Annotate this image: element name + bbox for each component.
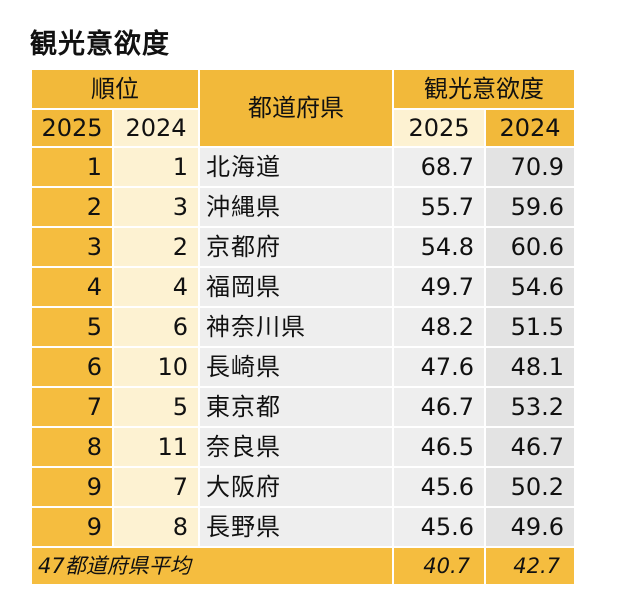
score-2025-header: 2025 [392,108,486,148]
rank-2024-cell: 1 [112,146,200,188]
rank-2024-cell: 5 [112,386,200,428]
score-2025-cell: 47.6 [392,346,486,388]
score-header: 観光意欲度 [392,68,576,110]
score-2024-cell: 46.7 [484,426,576,468]
prefecture-cell: 沖縄県 [198,186,394,228]
average-score-2025: 40.7 [392,546,486,586]
rank-2024-cell: 8 [112,506,200,548]
prefecture-header: 都道府県 [198,68,394,148]
prefecture-cell: 大阪府 [198,466,394,508]
prefecture-cell: 福岡県 [198,266,394,308]
rank-2024-cell: 7 [112,466,200,508]
table-row: 9 8 長野県 45.6 49.6 [30,506,576,548]
table-row: 6 10 長崎県 47.6 48.1 [30,346,576,388]
rank-2024-header: 2024 [112,108,200,148]
average-row: 47都道府県平均 40.7 42.7 [30,546,576,586]
table-row: 5 6 神奈川県 48.2 51.5 [30,306,576,348]
prefecture-cell: 長野県 [198,506,394,548]
score-2024-cell: 50.2 [484,466,576,508]
prefecture-cell: 東京都 [198,386,394,428]
rank-2025-cell: 9 [30,506,114,548]
table-row: 2 3 沖縄県 55.7 59.6 [30,186,576,228]
rank-2025-header: 2025 [30,108,114,148]
table-row: 4 4 福岡県 49.7 54.6 [30,266,576,308]
score-2024-cell: 51.5 [484,306,576,348]
rank-2025-cell: 1 [30,146,114,188]
page-title: 観光意欲度 [30,29,170,60]
score-2024-cell: 70.9 [484,146,576,188]
score-2024-cell: 60.6 [484,226,576,268]
score-2025-cell: 48.2 [392,306,486,348]
prefecture-cell: 北海道 [198,146,394,188]
rank-2024-cell: 11 [112,426,200,468]
rank-header: 順位 [30,68,200,110]
score-2025-cell: 55.7 [392,186,486,228]
rank-2025-cell: 7 [30,386,114,428]
table-row: 7 5 東京都 46.7 53.2 [30,386,576,428]
average-label: 47都道府県平均 [30,546,394,586]
score-2025-cell: 46.7 [392,386,486,428]
score-2024-cell: 48.1 [484,346,576,388]
rank-2025-cell: 3 [30,226,114,268]
table-row: 3 2 京都府 54.8 60.6 [30,226,576,268]
rank-2024-cell: 3 [112,186,200,228]
score-2024-cell: 59.6 [484,186,576,228]
ranking-table: 順位 都道府県 観光意欲度 2025 2024 2025 2024 1 1 北海道 6… [30,68,576,586]
average-score-2024: 42.7 [484,546,576,586]
rank-2024-cell: 4 [112,266,200,308]
score-2025-cell: 68.7 [392,146,486,188]
prefecture-cell: 京都府 [198,226,394,268]
score-2024-cell: 49.6 [484,506,576,548]
rank-2024-cell: 2 [112,226,200,268]
score-2024-cell: 53.2 [484,386,576,428]
rank-2025-cell: 9 [30,466,114,508]
score-2024-header: 2024 [484,108,576,148]
rank-2025-cell: 6 [30,346,114,388]
table-row: 1 1 北海道 68.7 70.9 [30,146,576,188]
table-row: 9 7 大阪府 45.6 50.2 [30,466,576,508]
prefecture-cell: 長崎県 [198,346,394,388]
rank-2024-cell: 6 [112,306,200,348]
score-2025-cell: 49.7 [392,266,486,308]
rank-2025-cell: 2 [30,186,114,228]
prefecture-cell: 神奈川県 [198,306,394,348]
score-2025-cell: 54.8 [392,226,486,268]
rank-2025-cell: 5 [30,306,114,348]
score-2025-cell: 45.6 [392,506,486,548]
score-2025-cell: 46.5 [392,426,486,468]
rank-2025-cell: 4 [30,266,114,308]
rank-2025-cell: 8 [30,426,114,468]
prefecture-cell: 奈良県 [198,426,394,468]
score-2025-cell: 45.6 [392,466,486,508]
table-row: 8 11 奈良県 46.5 46.7 [30,426,576,468]
rank-2024-cell: 10 [112,346,200,388]
score-2024-cell: 54.6 [484,266,576,308]
